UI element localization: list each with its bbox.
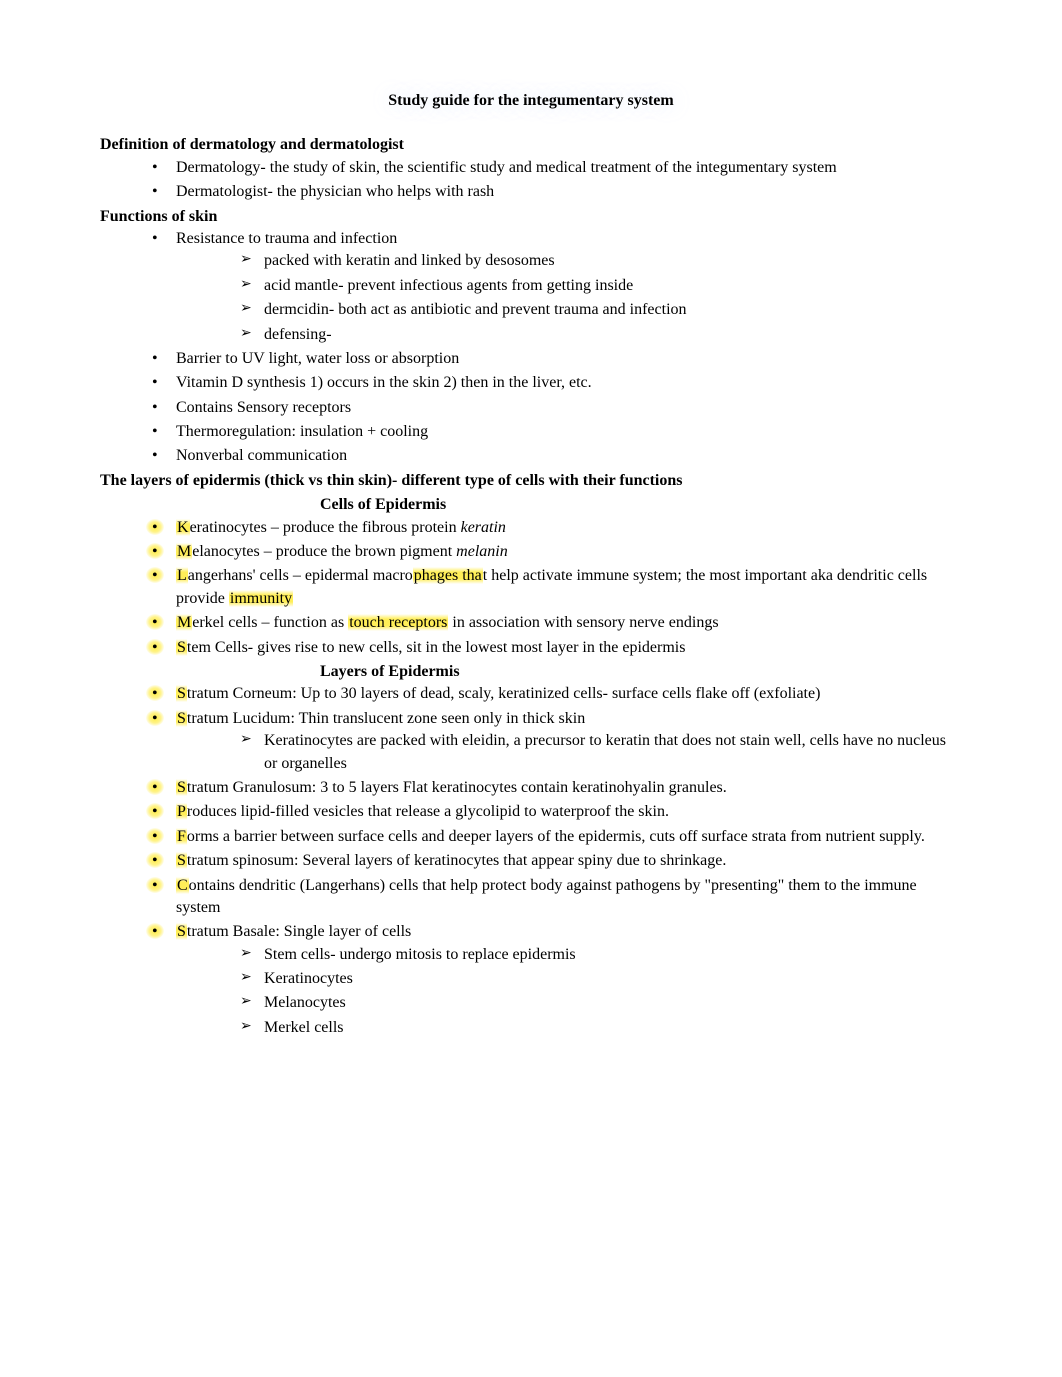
list-item: Dermatology- the study of skin, the scie… bbox=[152, 157, 962, 179]
sub-item: Merkel cells bbox=[240, 1017, 962, 1039]
item-text: tratum Corneum: Up to 30 layers of dead,… bbox=[187, 685, 821, 702]
sub-item: dermcidin- both act as antibiotic and pr… bbox=[240, 299, 962, 321]
list-item: Stratum Corneum: Up to 30 layers of dead… bbox=[152, 683, 962, 705]
item-text: tem Cells- gives rise to new cells, sit … bbox=[187, 639, 686, 656]
item-text: tratum Granulosum: 3 to 5 layers Flat ke… bbox=[187, 779, 727, 796]
hl-text: immunity bbox=[229, 590, 293, 607]
list-item: Stem Cells- gives rise to new cells, sit… bbox=[152, 637, 962, 659]
hl-letter: C bbox=[176, 877, 189, 894]
list-item: Stratum spinosum: Several layers of kera… bbox=[152, 850, 962, 872]
item-text: erkel cells – function as bbox=[192, 614, 348, 631]
hl-letter: F bbox=[176, 828, 187, 845]
hl-letter: L bbox=[176, 567, 188, 584]
item-text: tratum Lucidum: Thin translucent zone se… bbox=[187, 710, 585, 727]
list-cells: Keratinocytes – produce the fibrous prot… bbox=[100, 517, 962, 659]
subhead-cells: Cells of Epidermis bbox=[100, 494, 962, 516]
item-text: angerhans' cells – epidermal macro bbox=[188, 567, 413, 584]
sub-item: acid mantle- prevent infectious agents f… bbox=[240, 275, 962, 297]
italic-text: melanin bbox=[456, 543, 508, 560]
list-item: Barrier to UV light, water loss or absor… bbox=[152, 348, 962, 370]
item-text: ontains dendritic (Langerhans) cells tha… bbox=[176, 877, 917, 916]
heading-functions: Functions of skin bbox=[100, 206, 962, 228]
item-text: orms a barrier between surface cells and… bbox=[187, 828, 925, 845]
sub-item: Stem cells- undergo mitosis to replace e… bbox=[240, 944, 962, 966]
list-item: Contains dendritic (Langerhans) cells th… bbox=[152, 875, 962, 920]
list-item: Nonverbal communication bbox=[152, 445, 962, 467]
hl-letter: S bbox=[176, 923, 187, 940]
hl-letter: S bbox=[176, 685, 187, 702]
list-item: Stratum Granulosum: 3 to 5 layers Flat k… bbox=[152, 777, 962, 799]
sublist: packed with keratin and linked by desoso… bbox=[176, 250, 962, 346]
sub-item: Keratinocytes bbox=[240, 968, 962, 990]
italic-text: keratin bbox=[461, 519, 506, 536]
list-item: Stratum Lucidum: Thin translucent zone s… bbox=[152, 708, 962, 775]
item-text: elanocytes – produce the brown pigment bbox=[192, 543, 456, 560]
sublist: Keratinocytes are packed with eleidin, a… bbox=[176, 730, 962, 775]
sub-item-text: dermcidin- both act as antibiotic and pr… bbox=[264, 301, 687, 318]
list-item: Melanocytes – produce the brown pigment … bbox=[152, 541, 962, 563]
heading-definition: Definition of dermatology and dermatolog… bbox=[100, 134, 962, 156]
hl-text: touch receptors bbox=[348, 614, 448, 631]
sub-item: defensing- bbox=[240, 324, 962, 346]
item-text: Resistance to trauma and infection bbox=[176, 230, 397, 247]
hl-letter: M bbox=[176, 543, 192, 560]
hl-letter: S bbox=[176, 710, 187, 727]
heading-layers: The layers of epidermis (thick vs thin s… bbox=[100, 470, 962, 492]
list-item: Produces lipid-filled vesicles that rele… bbox=[152, 801, 962, 823]
sub-item: Keratinocytes are packed with eleidin, a… bbox=[240, 730, 962, 775]
hl-letter: S bbox=[176, 852, 187, 869]
list-functions: Resistance to trauma and infection packe… bbox=[100, 228, 962, 468]
hl-text: phages tha bbox=[413, 567, 483, 584]
item-text: tratum Basale: Single layer of cells bbox=[187, 923, 411, 940]
item-text: roduces lipid-filled vesicles that relea… bbox=[187, 803, 669, 820]
list-item: Vitamin D synthesis 1) occurs in the ski… bbox=[152, 372, 962, 394]
item-text: tratum spinosum: Several layers of kerat… bbox=[187, 852, 726, 869]
list-item: Dermatologist- the physician who helps w… bbox=[152, 181, 962, 203]
list-item: Stratum Basale: Single layer of cells St… bbox=[152, 921, 962, 1039]
page-title: Study guide for the integumentary system bbox=[100, 90, 962, 112]
item-text: in association with sensory nerve ending… bbox=[448, 614, 718, 631]
hl-letter: S bbox=[176, 779, 187, 796]
list-definition: Dermatology- the study of skin, the scie… bbox=[100, 157, 962, 204]
list-item: Forms a barrier between surface cells an… bbox=[152, 826, 962, 848]
hl-letter: K bbox=[176, 519, 190, 536]
list-item: Contains Sensory receptors bbox=[152, 397, 962, 419]
hl-letter: M bbox=[176, 614, 192, 631]
sub-item: packed with keratin and linked by desoso… bbox=[240, 250, 962, 272]
list-item: Resistance to trauma and infection packe… bbox=[152, 228, 962, 346]
list-strata: Stratum Corneum: Up to 30 layers of dead… bbox=[100, 683, 962, 1039]
list-item: Merkel cells – function as touch recepto… bbox=[152, 612, 962, 634]
hl-letter: S bbox=[176, 639, 187, 656]
item-text: eratinocytes – produce the fibrous prote… bbox=[190, 519, 461, 536]
sublist: Stem cells- undergo mitosis to replace e… bbox=[176, 944, 962, 1040]
sub-item: Melanocytes bbox=[240, 992, 962, 1014]
list-item: Thermoregulation: insulation + cooling bbox=[152, 421, 962, 443]
hl-letter: P bbox=[176, 803, 187, 820]
list-item: Langerhans' cells – epidermal macrophage… bbox=[152, 565, 962, 610]
subhead-layers: Layers of Epidermis bbox=[100, 661, 962, 683]
list-item: Keratinocytes – produce the fibrous prot… bbox=[152, 517, 962, 539]
